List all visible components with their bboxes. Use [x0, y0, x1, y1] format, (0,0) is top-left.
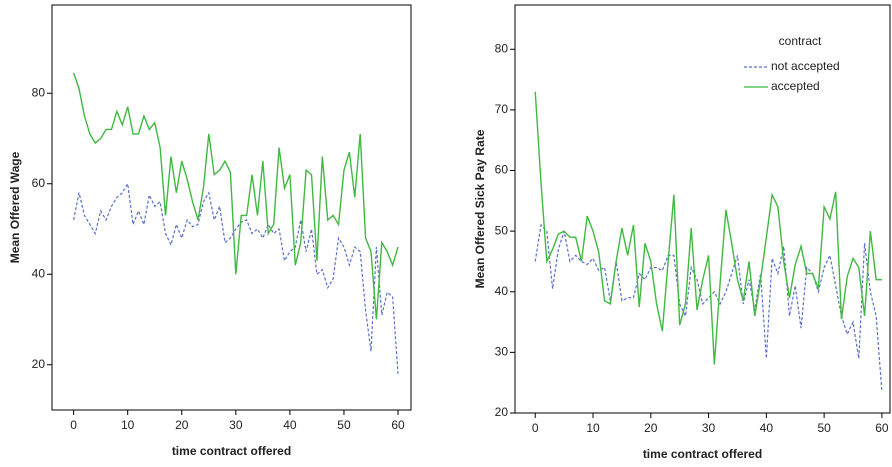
- x-tick-label: 40: [283, 418, 297, 432]
- y-axis-title: Mean Offered Sick Pay Rate: [473, 129, 487, 288]
- y-tick-label: 60: [495, 163, 509, 177]
- y-tick-label: 40: [32, 266, 46, 280]
- series-line: [72, 72, 399, 320]
- x-tick-label: 60: [391, 418, 405, 432]
- x-tick-label: 50: [817, 421, 831, 435]
- y-axis-title: Mean Offered Wage: [8, 151, 22, 263]
- x-tick-label: 40: [760, 421, 774, 435]
- x-axis-title: time contract offered: [643, 447, 762, 461]
- series-line: [534, 223, 883, 392]
- x-axis-title: time contract offered: [172, 444, 291, 458]
- y-tick-label: 40: [495, 284, 509, 298]
- y-tick-label: 20: [495, 405, 509, 419]
- x-tick-label: 10: [121, 418, 135, 432]
- y-tick-label: 50: [495, 223, 509, 237]
- series-line: [534, 91, 882, 365]
- x-tick-label: 0: [70, 418, 77, 432]
- legend-label: not accepted: [771, 59, 840, 73]
- y-tick-label: 20: [32, 357, 46, 371]
- x-tick-label: 30: [702, 421, 716, 435]
- x-tick-label: 50: [337, 418, 351, 432]
- x-tick-label: 30: [229, 418, 243, 432]
- y-tick-label: 30: [495, 345, 509, 359]
- x-tick-label: 20: [175, 418, 189, 432]
- x-tick-label: 60: [875, 421, 889, 435]
- legend-label: accepted: [771, 79, 820, 93]
- x-tick-label: 0: [532, 421, 539, 435]
- y-tick-label: 60: [32, 176, 46, 190]
- series-line: [73, 181, 399, 374]
- x-tick-label: 10: [586, 421, 600, 435]
- x-tick-label: 20: [644, 421, 658, 435]
- y-tick-label: 70: [495, 102, 509, 116]
- plot-frame: [51, 4, 412, 411]
- plot-frame: [514, 4, 891, 414]
- y-tick-label: 80: [32, 85, 46, 99]
- y-tick-label: 80: [495, 41, 509, 55]
- legend-title: contract: [779, 34, 822, 48]
